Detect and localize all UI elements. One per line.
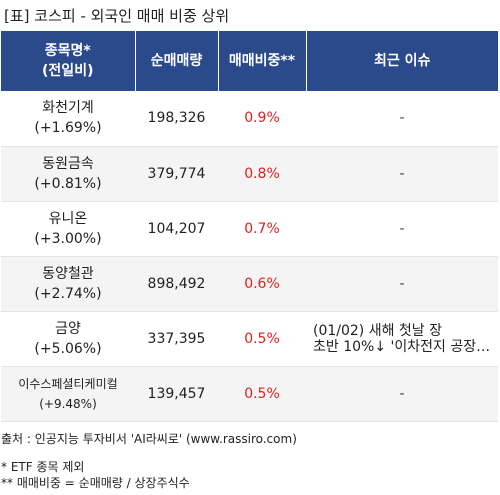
- net-volume: 337,395: [135, 311, 218, 367]
- source-note: 출처 : 인공지능 투자비서 'AI라씨로' (www.rassiro.com): [1, 432, 297, 446]
- trade-ratio: 0.5%: [218, 311, 306, 367]
- recent-issue[interactable]: (01/02) 새해 첫날 장 초반 10%↓ '이차전지 공장…: [306, 311, 498, 367]
- trade-ratio: 0.6%: [218, 256, 306, 312]
- stock-cell: 이수스페셜티케미컬 (+9.48%): [1, 366, 135, 422]
- header-net-volume: 순매매량: [135, 31, 219, 91]
- net-volume: 198,326: [135, 91, 218, 147]
- issue-text: -: [399, 385, 405, 402]
- table-row: 동양철관 (+2.74%) 898,492 0.6% -: [1, 256, 498, 312]
- table-row: 금양 (+5.06%) 337,395 0.5% (01/02) 새해 첫날 장…: [1, 311, 498, 367]
- footnote-etf: * ETF 종목 제외: [1, 460, 85, 474]
- stock-cell: 동양철관 (+2.74%): [1, 256, 135, 312]
- stock-name: 유니온: [48, 210, 88, 227]
- issue-text-line1: (01/02) 새해 첫날 장: [313, 322, 443, 339]
- recent-issue: -: [306, 91, 498, 147]
- header-name-line1: 종목명*: [44, 43, 91, 59]
- stock-change: (+5.06%): [34, 340, 102, 357]
- stock-cell: 화천기계 (+1.69%): [1, 91, 135, 147]
- recent-issue: -: [306, 146, 498, 202]
- stock-change: (+2.74%): [34, 285, 102, 302]
- stock-cell: 동원금속 (+0.81%): [1, 146, 135, 202]
- header-trade-ratio: 매매비중**: [218, 31, 307, 91]
- trade-ratio: 0.7%: [218, 201, 306, 257]
- recent-issue: -: [306, 256, 498, 312]
- trade-ratio: 0.5%: [218, 366, 306, 422]
- stock-name: 동양철관: [42, 265, 94, 282]
- header-stock-name: 종목명* (전일비): [1, 31, 136, 91]
- issue-text: -: [399, 110, 405, 127]
- stock-change: (+0.81%): [34, 175, 102, 192]
- issue-text: -: [399, 275, 405, 292]
- trade-ratio: 0.8%: [218, 146, 306, 202]
- foreign-trading-table: 종목명* (전일비) 순매매량 매매비중** 최근 이슈 화천기계 (+1.69…: [1, 31, 498, 422]
- stock-name: 화천기계: [42, 100, 94, 117]
- trade-ratio: 0.9%: [218, 91, 306, 147]
- page-title: [표] 코스피 - 외국인 매매 비중 상위: [4, 7, 230, 25]
- stock-name: 금양: [55, 320, 81, 337]
- stock-cell: 유니온 (+3.00%): [1, 201, 135, 257]
- net-volume: 379,774: [135, 146, 218, 202]
- issue-text-line2: 초반 10%↓ '이차전지 공장…: [313, 338, 491, 355]
- header-name-line2: (전일비): [42, 63, 94, 79]
- recent-issue: -: [306, 201, 498, 257]
- net-volume: 898,492: [135, 256, 218, 312]
- stock-name: 이수스페셜티케미컬: [18, 376, 118, 391]
- stock-name: 동원금속: [42, 155, 94, 172]
- issue-text: -: [399, 165, 405, 182]
- table-row: 이수스페셜티케미컬 (+9.48%) 139,457 0.5% -: [1, 366, 498, 422]
- issue-text: -: [399, 220, 405, 237]
- table-row: 유니온 (+3.00%) 104,207 0.7% -: [1, 201, 498, 257]
- net-volume: 104,207: [135, 201, 218, 257]
- stock-cell: 금양 (+5.06%): [1, 311, 135, 367]
- stock-change: (+1.69%): [34, 120, 102, 137]
- footnote-ratio: ** 매매비중 = 순매매량 / 상장주식수: [1, 476, 190, 490]
- table-row: 동원금속 (+0.81%) 379,774 0.8% -: [1, 146, 498, 202]
- stock-change: (+9.48%): [39, 396, 97, 411]
- table-row: 화천기계 (+1.69%) 198,326 0.9% -: [1, 91, 498, 147]
- stock-change: (+3.00%): [34, 230, 102, 247]
- recent-issue: -: [306, 366, 498, 422]
- table-header-row: 종목명* (전일비) 순매매량 매매비중** 최근 이슈: [1, 31, 498, 91]
- net-volume: 139,457: [135, 366, 218, 422]
- header-recent-issue: 최근 이슈: [306, 31, 498, 91]
